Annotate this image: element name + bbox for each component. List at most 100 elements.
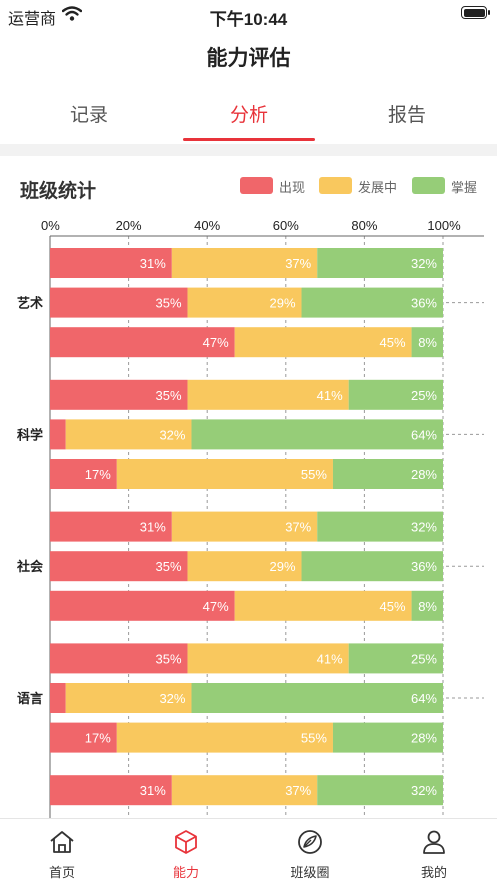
bar-value-label: 32%	[159, 691, 185, 706]
cube-icon	[175, 830, 197, 854]
wifi-icon	[61, 6, 83, 26]
bar-value-label: 32%	[411, 520, 437, 535]
tab-home[interactable]: 首页	[0, 819, 124, 884]
user-icon	[423, 830, 445, 854]
x-tick-label: 80%	[351, 218, 377, 233]
legend-swatch-mastered	[412, 177, 445, 194]
bar-segment	[50, 643, 188, 674]
legend-label-appear: 出现	[279, 180, 306, 195]
bar-segment	[348, 643, 443, 674]
bar-segment	[191, 683, 443, 713]
bar-segment	[50, 683, 66, 713]
tab-analysis[interactable]: 分析	[229, 105, 268, 126]
bar-segment	[234, 590, 412, 621]
bar-value-label: 29%	[269, 559, 295, 574]
bar-segment	[187, 379, 349, 410]
bar-value-label: 25%	[411, 651, 437, 666]
category-label: 艺术	[17, 296, 43, 311]
bar-value-label: 55%	[301, 731, 327, 746]
bar-segment	[187, 643, 349, 674]
bar-segment	[411, 327, 443, 358]
bar-value-label: 35%	[156, 651, 182, 666]
bar-segment	[234, 327, 412, 358]
clock: 下午10:44	[209, 10, 288, 29]
home-icon	[50, 831, 74, 853]
bar-value-label: 32%	[411, 256, 437, 271]
bar-value-label: 31%	[140, 783, 166, 798]
bar-segment	[50, 419, 66, 450]
bar-value-label: 35%	[156, 559, 182, 574]
bar-segment	[116, 722, 333, 753]
page-title: 能力评估	[206, 47, 291, 70]
bar-value-label: 41%	[317, 388, 343, 403]
tab-class-circle-label: 班级圈	[290, 865, 330, 880]
x-tick-label: 0%	[41, 218, 60, 233]
bar-segment	[171, 248, 318, 278]
bar-value-label: 25%	[411, 388, 437, 403]
legend-label-developing: 发展中	[358, 180, 398, 195]
bar-segment	[50, 248, 172, 278]
tab-mine-label: 我的	[420, 865, 447, 880]
bar-segment	[50, 775, 172, 806]
bar-value-label: 35%	[156, 388, 182, 403]
bar-segment	[50, 590, 235, 621]
bar-segment	[50, 287, 188, 318]
bar-value-label: 41%	[317, 651, 343, 666]
bar-segment	[171, 511, 318, 542]
active-tab-indicator	[183, 138, 315, 141]
x-tick-label: 20%	[116, 218, 142, 233]
category-label: 科学	[17, 427, 43, 442]
bar-value-label: 28%	[411, 467, 437, 482]
bar-value-label: 17%	[85, 467, 111, 482]
bar-value-label: 28%	[411, 731, 437, 746]
tab-ability-label: 能力	[172, 865, 199, 880]
bar-value-label: 32%	[411, 783, 437, 798]
section-divider	[0, 144, 497, 156]
legend-swatch-appear	[240, 177, 273, 194]
x-tick-label: 40%	[194, 218, 220, 233]
bar-segment	[301, 287, 443, 318]
bar-segment	[332, 459, 443, 489]
tab-mine[interactable]: 我的	[372, 819, 496, 884]
bar-segment	[65, 683, 192, 713]
x-tick-label: 100%	[427, 218, 461, 233]
bar-segment	[317, 511, 443, 542]
bar-segment	[187, 287, 302, 318]
bar-segment	[65, 419, 192, 450]
bar-value-label: 37%	[285, 783, 311, 798]
tab-report[interactable]: 报告	[387, 105, 426, 126]
bar-value-label: 36%	[411, 296, 437, 311]
tab-home-label: 首页	[48, 865, 75, 880]
tab-ability[interactable]: 能力	[124, 819, 248, 884]
bar-value-label: 36%	[411, 559, 437, 574]
tab-bar-top: 记录 分析 报告	[0, 92, 497, 142]
bar-segment	[317, 248, 443, 278]
tab-record[interactable]: 记录	[69, 105, 108, 126]
status-bar: 运营商 下午10:44	[0, 0, 497, 30]
bar-value-label: 55%	[301, 467, 327, 482]
bar-value-label: 8%	[418, 599, 437, 614]
card-title: 班级统计	[20, 181, 97, 202]
bar-value-label: 8%	[418, 335, 437, 350]
legend-swatch-developing	[319, 177, 352, 194]
bar-segment	[187, 551, 302, 582]
bar-segment	[171, 775, 318, 806]
category-label: 语言	[17, 691, 43, 706]
bar-value-label: 32%	[159, 427, 185, 442]
bar-value-label: 64%	[411, 691, 437, 706]
bar-value-label: 37%	[285, 256, 311, 271]
bar-value-label: 47%	[203, 599, 229, 614]
bar-value-label: 35%	[156, 296, 182, 311]
bar-segment	[191, 419, 443, 450]
carrier-label: 运营商	[8, 11, 57, 28]
bar-value-label: 45%	[380, 599, 406, 614]
bar-value-label: 29%	[269, 296, 295, 311]
bar-segment	[50, 379, 188, 410]
bottom-tab-bar: 首页 能力 班级圈 我的	[0, 818, 497, 884]
chart-canvas: 0% 20% 40% 60% 80% 100% 31% 37% 32% 35% 29% 36% 47% 4…	[16, 218, 484, 818]
bar-value-label: 31%	[140, 520, 166, 535]
stacked-bar-chart[interactable]: 0% 20% 40% 60% 80% 100% 31% 37% 32% 35% 29% 36% 47% 4…	[0, 210, 497, 818]
bar-value-label: 47%	[203, 335, 229, 350]
tab-class-circle[interactable]: 班级圈	[248, 819, 372, 884]
bar-segment	[317, 775, 443, 806]
